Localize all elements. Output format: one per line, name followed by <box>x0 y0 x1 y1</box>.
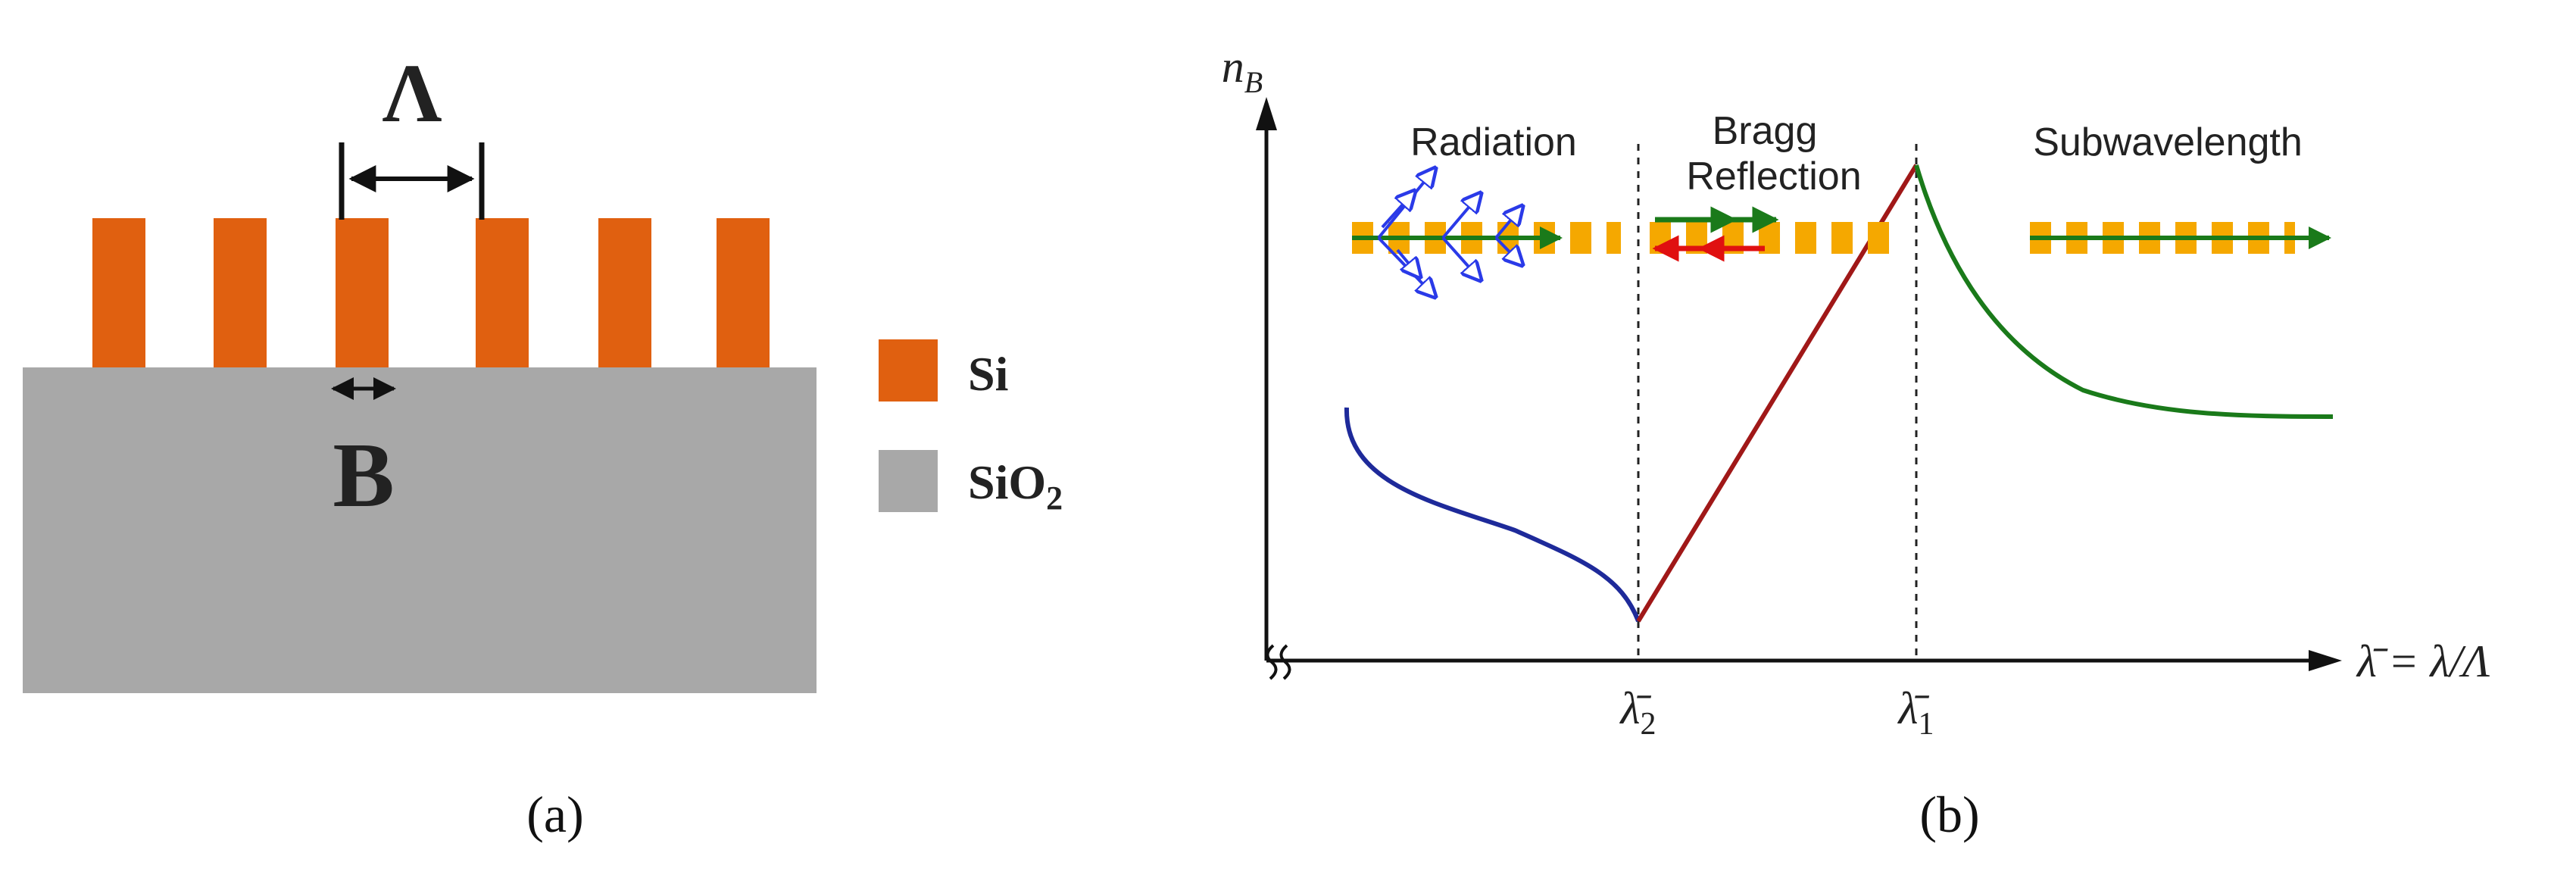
y-axis-label: nB <box>1222 42 1263 99</box>
radiated-arrow <box>1396 248 1420 277</box>
si-tooth <box>598 218 651 367</box>
y-axis-arrowhead <box>1256 97 1277 130</box>
radiated-arrow <box>1441 236 1481 280</box>
radiated-arrow <box>1494 206 1522 239</box>
legend: Si SiO2 <box>879 339 1063 517</box>
tick-lambda1: λ̄1 <box>1897 683 1934 742</box>
legend-swatch-sio2 <box>879 450 938 512</box>
si-tooth <box>476 218 529 367</box>
si-tooth <box>717 218 770 367</box>
lambda2-subscript: 2 <box>1641 707 1656 742</box>
y-label-n: n <box>1222 42 1244 92</box>
tick-lambda2: λ̄2 <box>1619 683 1656 742</box>
panel-b: nB λ̄ = λ/Λ λ̄2 λ̄1 Radiation Bragg Refl… <box>1222 42 2490 843</box>
radiation-curve <box>1344 407 1641 623</box>
x-axis-arrowhead <box>2309 650 2342 671</box>
caption-b: (b) <box>1919 786 1979 843</box>
sio2-subscript: 2 <box>1046 480 1063 517</box>
lambda1-subscript: 1 <box>1919 707 1934 742</box>
region-label-subwavelength: Subwavelength <box>2033 120 2303 164</box>
radiated-light-arrows <box>1377 168 1522 297</box>
region-label-bragg-line1: Bragg <box>1713 109 1818 153</box>
radiated-arrow <box>1381 191 1415 229</box>
sio2-substrate <box>23 367 817 693</box>
subwavelength-curve <box>1914 164 2334 419</box>
legend-label-sio2: SiO2 <box>968 455 1063 517</box>
sio2-main-text: SiO <box>968 455 1046 509</box>
period-label: Λ <box>382 47 442 139</box>
radiated-arrow <box>1441 193 1481 239</box>
radiated-arrow <box>1494 236 1522 265</box>
width-label: B <box>333 424 394 526</box>
legend-label-si: Si <box>968 347 1008 401</box>
y-label-subscript: B <box>1244 65 1263 99</box>
x-axis-label: λ̄ = λ/Λ <box>2356 636 2490 686</box>
caption-a: (a) <box>526 786 583 843</box>
region-label-bragg-line2: Reflection <box>1686 155 1861 198</box>
si-tooth <box>214 218 267 367</box>
si-tooth <box>92 218 145 367</box>
panel-a: Λ B Si SiO2 (a) <box>23 47 1063 843</box>
si-tooth <box>336 218 389 367</box>
legend-swatch-si <box>879 339 938 402</box>
si-grating-teeth <box>92 218 770 367</box>
region-label-radiation: Radiation <box>1410 120 1577 164</box>
axis-break-icon <box>1266 644 1291 680</box>
